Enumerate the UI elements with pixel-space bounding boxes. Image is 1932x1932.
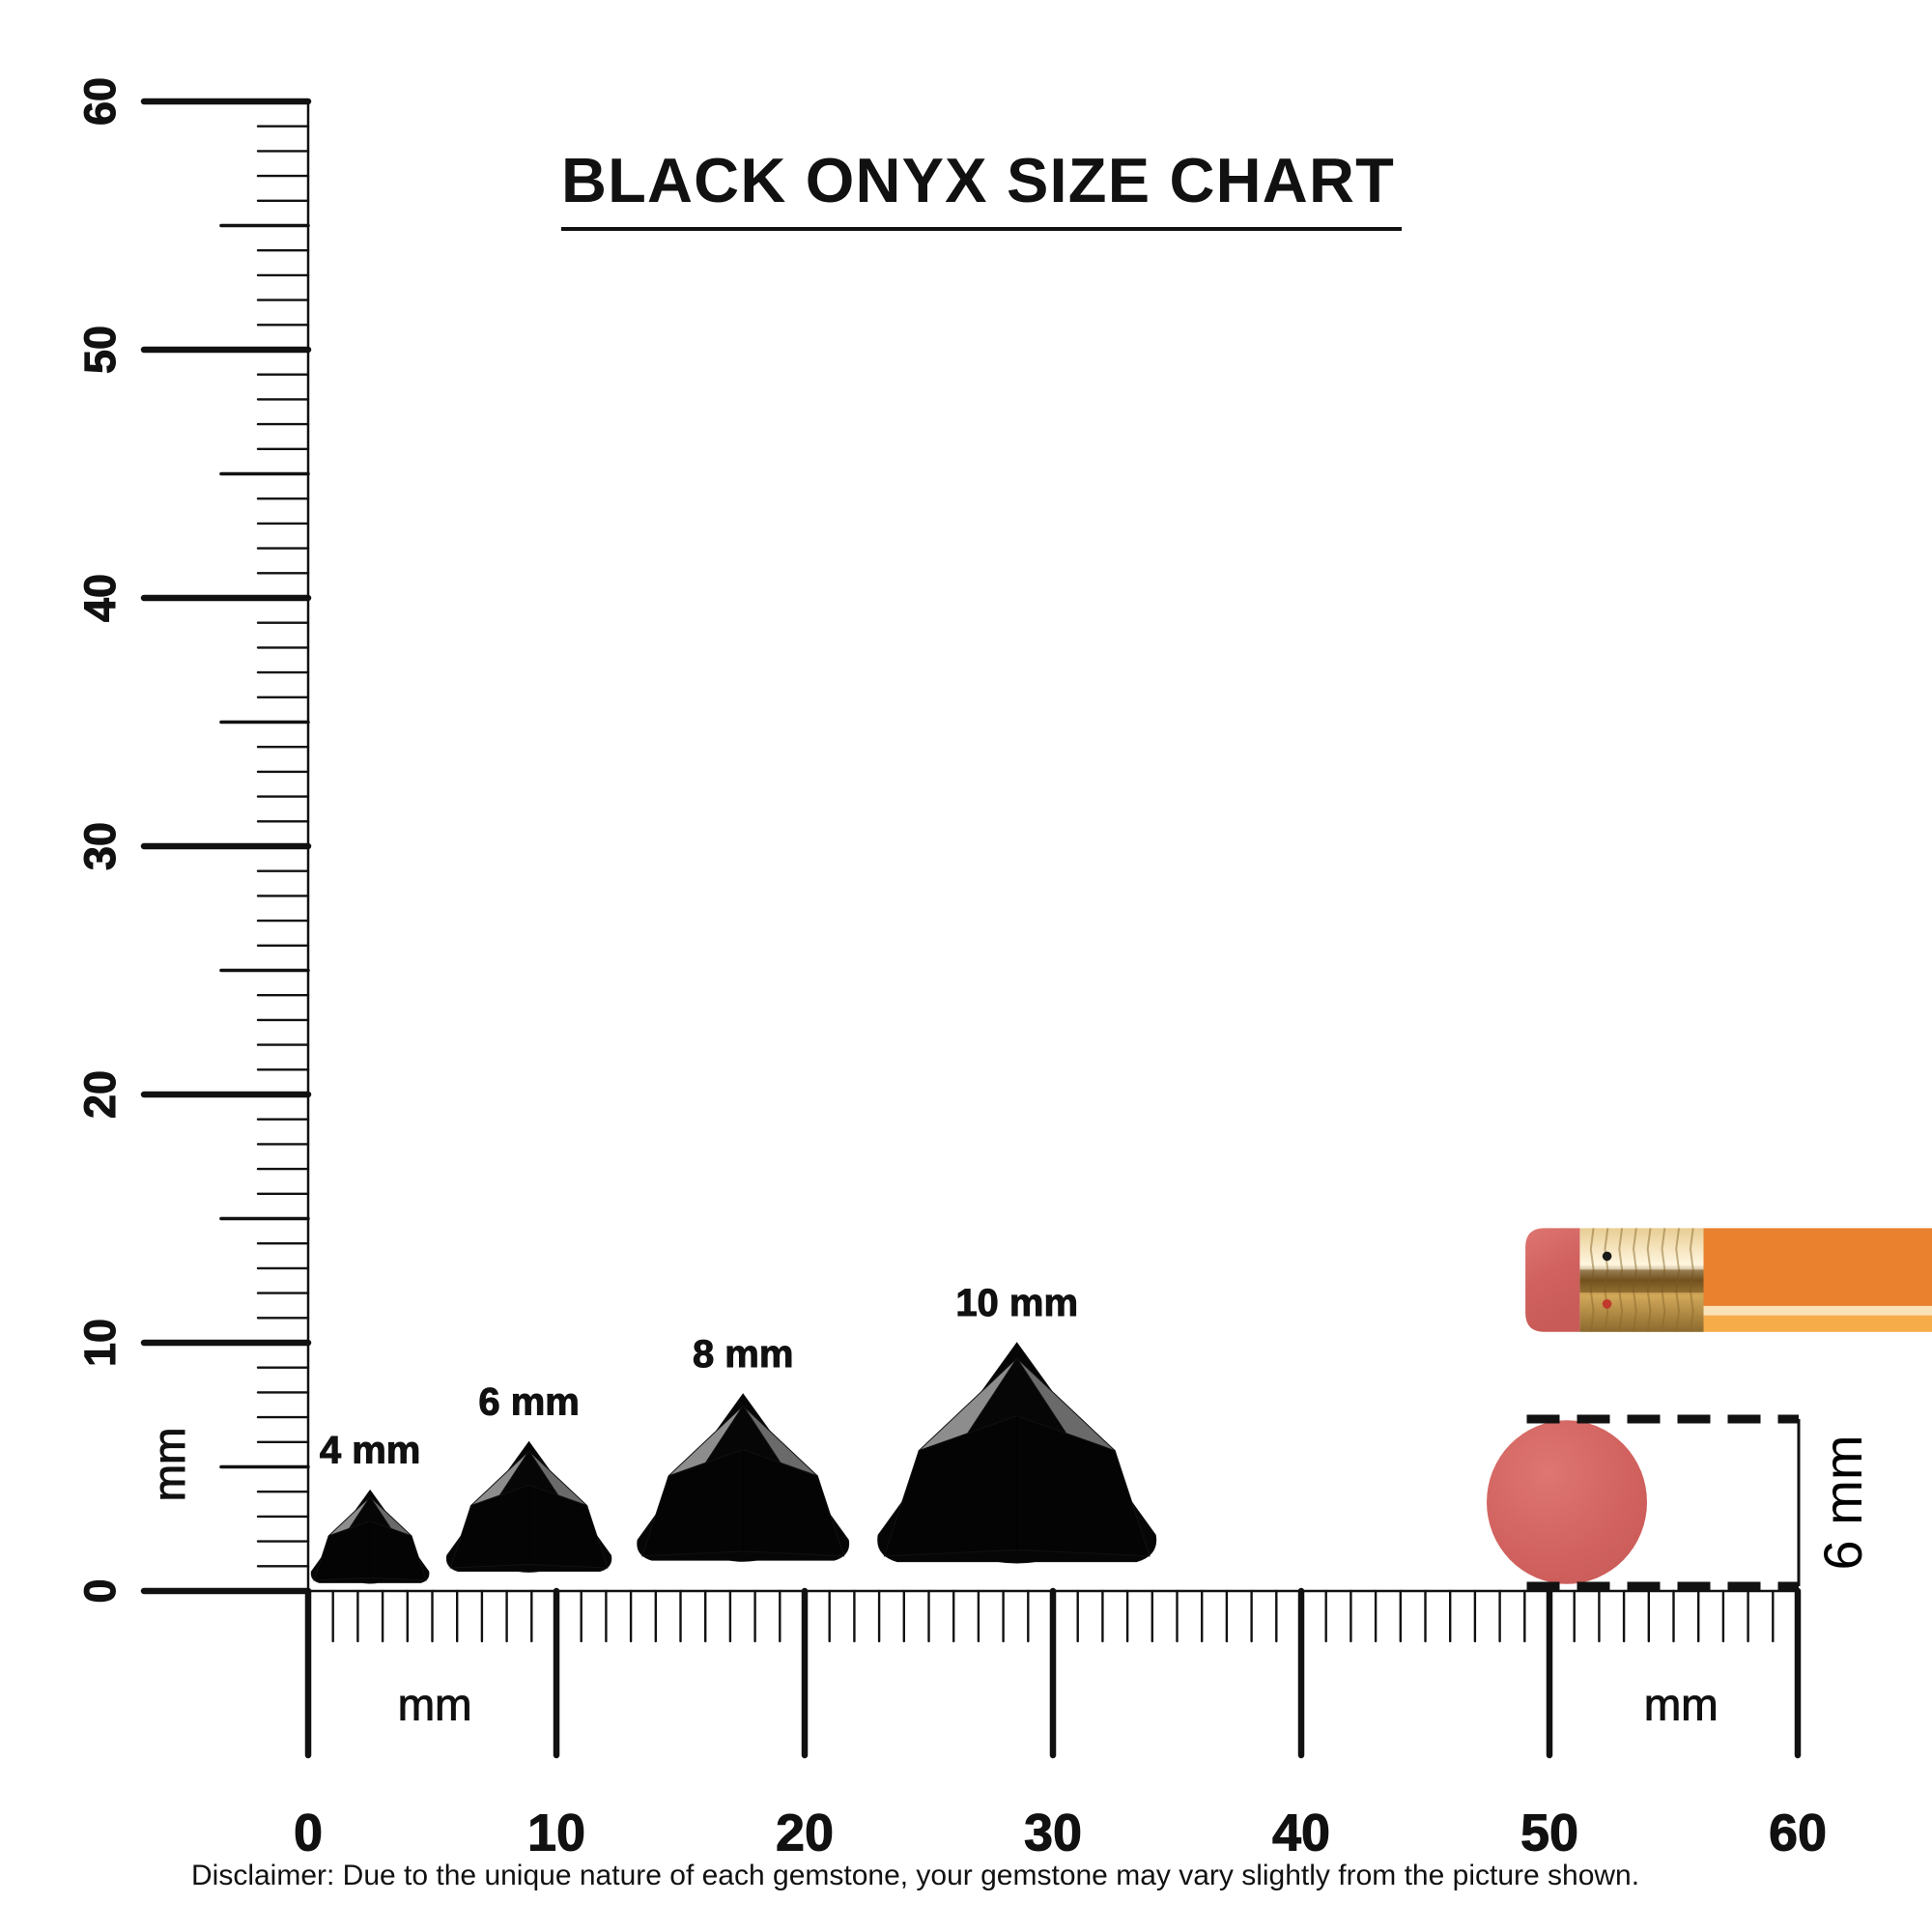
svg-text:30: 30 <box>1024 1804 1082 1861</box>
svg-text:8 mm: 8 mm <box>693 1333 794 1376</box>
svg-text:60: 60 <box>1769 1804 1827 1861</box>
svg-text:60: 60 <box>75 77 125 126</box>
svg-text:mm: mm <box>144 1428 194 1502</box>
svg-text:6 mm: 6 mm <box>1812 1435 1873 1571</box>
svg-text:30: 30 <box>75 822 125 870</box>
svg-text:mm: mm <box>398 1680 472 1730</box>
svg-text:20: 20 <box>75 1070 125 1119</box>
svg-text:0: 0 <box>75 1578 125 1603</box>
svg-text:40: 40 <box>75 574 125 622</box>
svg-text:50: 50 <box>1520 1804 1578 1861</box>
svg-text:50: 50 <box>75 326 125 374</box>
svg-text:40: 40 <box>1272 1804 1330 1861</box>
svg-text:10: 10 <box>75 1319 125 1367</box>
svg-text:0: 0 <box>294 1804 323 1861</box>
svg-text:10: 10 <box>527 1804 585 1861</box>
svg-text:mm: mm <box>1644 1680 1719 1730</box>
svg-text:4 mm: 4 mm <box>320 1430 421 1472</box>
svg-text:10 mm: 10 mm <box>955 1282 1078 1324</box>
svg-text:6 mm: 6 mm <box>478 1381 580 1424</box>
svg-text:20: 20 <box>776 1804 834 1861</box>
